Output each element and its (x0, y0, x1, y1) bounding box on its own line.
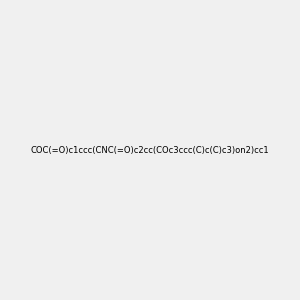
Text: COC(=O)c1ccc(CNC(=O)c2cc(COc3ccc(C)c(C)c3)on2)cc1: COC(=O)c1ccc(CNC(=O)c2cc(COc3ccc(C)c(C)c… (31, 146, 269, 154)
